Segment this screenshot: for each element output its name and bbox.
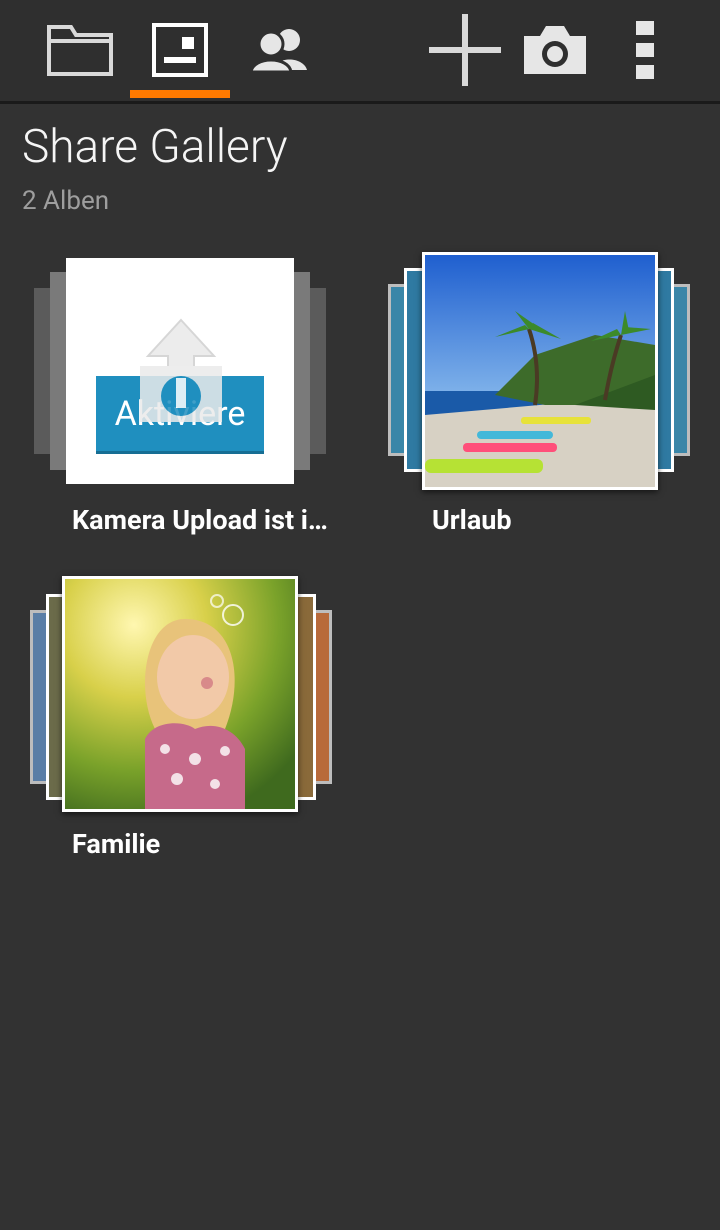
- tab-people[interactable]: [230, 0, 330, 100]
- overflow-menu-button[interactable]: [610, 0, 680, 100]
- album-label: Urlaub: [432, 504, 512, 536]
- album-label: Kamera Upload ist i…: [72, 504, 328, 536]
- page-title: Share Gallery: [22, 120, 288, 174]
- people-icon: [249, 29, 307, 74]
- folder-icon: [47, 25, 113, 76]
- beach-photo: [425, 255, 655, 487]
- album-familie[interactable]: Familie: [28, 570, 338, 870]
- stack-layer: [308, 288, 326, 454]
- album-urlaub[interactable]: Urlaub: [380, 250, 700, 550]
- tab-folder[interactable]: [30, 0, 130, 100]
- album-camera-upload[interactable]: Aktiviere Kamera Upload ist i…: [30, 250, 340, 550]
- selected-tab-indicator: [130, 90, 230, 98]
- action-bar: [0, 0, 720, 104]
- add-button[interactable]: [420, 0, 510, 100]
- upload-icon: [140, 318, 222, 422]
- plus-icon: [429, 14, 501, 86]
- stack-layer: [34, 288, 52, 454]
- tab-gallery[interactable]: [130, 0, 230, 100]
- album-thumbnail: [422, 252, 658, 490]
- gallery-icon: [152, 23, 208, 77]
- stack-layer: [292, 272, 310, 470]
- stack-layer: [50, 272, 68, 470]
- overflow-menu-icon: [636, 21, 654, 79]
- album-label: Familie: [72, 828, 161, 860]
- album-thumbnail: Aktiviere: [66, 258, 294, 484]
- camera-icon: [524, 26, 586, 74]
- album-thumbnail: [62, 576, 298, 812]
- album-count: 2 Alben: [22, 186, 110, 216]
- child-bubbles-photo: [65, 579, 295, 809]
- camera-button[interactable]: [515, 0, 595, 100]
